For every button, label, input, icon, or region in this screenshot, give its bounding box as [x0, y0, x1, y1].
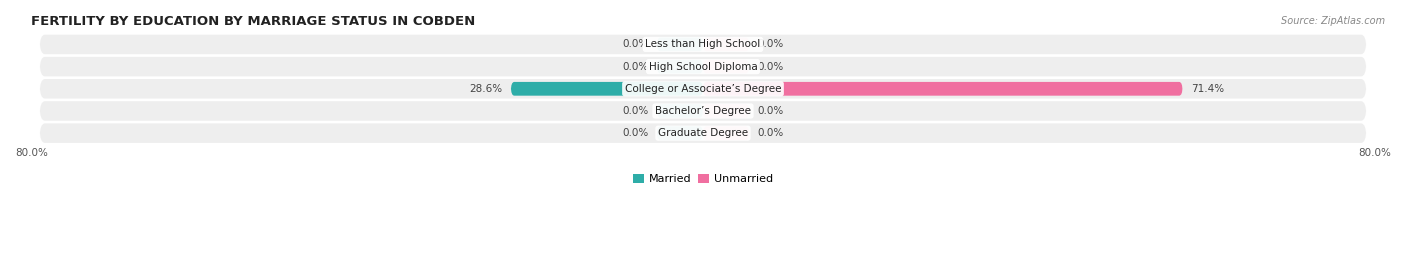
FancyBboxPatch shape	[39, 35, 1367, 54]
Text: FERTILITY BY EDUCATION BY MARRIAGE STATUS IN COBDEN: FERTILITY BY EDUCATION BY MARRIAGE STATU…	[31, 15, 475, 28]
Text: 0.0%: 0.0%	[758, 39, 783, 49]
Text: Less than High School: Less than High School	[645, 39, 761, 49]
FancyBboxPatch shape	[657, 126, 703, 140]
Legend: Married, Unmarried: Married, Unmarried	[628, 169, 778, 189]
Text: 0.0%: 0.0%	[623, 39, 648, 49]
Text: 0.0%: 0.0%	[623, 106, 648, 116]
FancyBboxPatch shape	[657, 38, 703, 51]
FancyBboxPatch shape	[39, 57, 1367, 76]
FancyBboxPatch shape	[703, 82, 1182, 96]
FancyBboxPatch shape	[39, 123, 1367, 143]
Text: 0.0%: 0.0%	[758, 62, 783, 72]
FancyBboxPatch shape	[657, 104, 703, 118]
FancyBboxPatch shape	[703, 104, 749, 118]
FancyBboxPatch shape	[657, 60, 703, 73]
Text: 0.0%: 0.0%	[758, 128, 783, 138]
Text: 0.0%: 0.0%	[758, 106, 783, 116]
FancyBboxPatch shape	[39, 79, 1367, 99]
Text: High School Diploma: High School Diploma	[648, 62, 758, 72]
Text: 0.0%: 0.0%	[623, 62, 648, 72]
FancyBboxPatch shape	[703, 38, 749, 51]
Text: Graduate Degree: Graduate Degree	[658, 128, 748, 138]
Text: 28.6%: 28.6%	[470, 84, 502, 94]
Text: College or Associate’s Degree: College or Associate’s Degree	[624, 84, 782, 94]
Text: Source: ZipAtlas.com: Source: ZipAtlas.com	[1281, 16, 1385, 26]
FancyBboxPatch shape	[39, 101, 1367, 121]
FancyBboxPatch shape	[703, 126, 749, 140]
Text: 71.4%: 71.4%	[1191, 84, 1225, 94]
Text: 0.0%: 0.0%	[623, 128, 648, 138]
FancyBboxPatch shape	[703, 60, 749, 73]
Text: Bachelor’s Degree: Bachelor’s Degree	[655, 106, 751, 116]
FancyBboxPatch shape	[510, 82, 703, 96]
